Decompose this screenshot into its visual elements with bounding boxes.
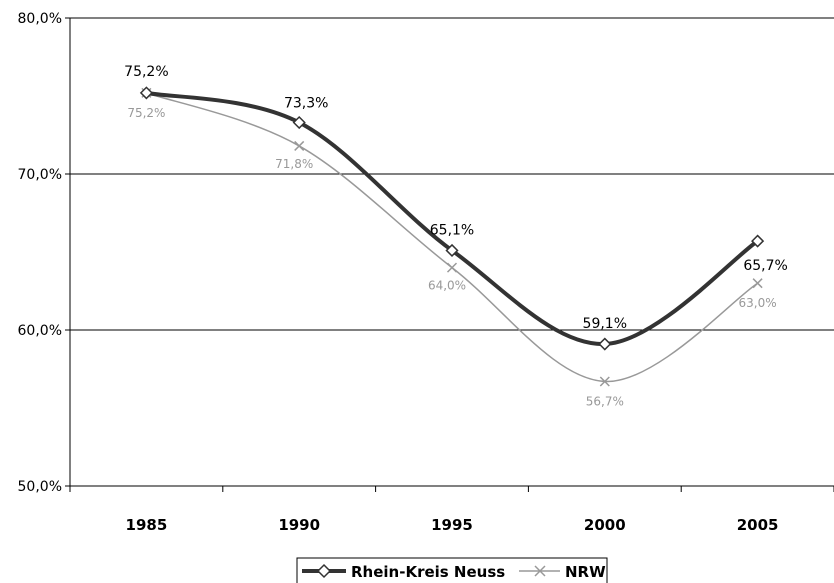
marker-rhein-kreis-neuss [139,86,153,100]
y-tick-label: 50,0% [18,479,62,495]
data-label-rhein-kreis-neuss: 65,1% [430,222,474,238]
data-label-rhein-kreis-neuss: 73,3% [284,96,328,112]
y-tick-label: 60,0% [18,323,62,339]
x-tick-label: 1985 [126,516,168,534]
data-label-nrw: 56,7% [586,394,624,408]
data-label-nrw: 63,0% [739,296,777,310]
legend-label-rhein-kreis-neuss: Rhein-Kreis Neuss [351,563,505,581]
x-axis-tick-labels: 1985 1990 1995 2000 2005 [126,516,779,534]
y-tick-label: 70,0% [18,167,62,183]
legend-x-icon [534,565,546,577]
legend-label-nrw: NRW [565,563,606,581]
data-label-nrw: 75,2% [127,106,165,120]
data-label-rhein-kreis-neuss: 65,7% [743,258,787,274]
y-axis-tick-labels: 50,0% 60,0% 70,0% 80,0% [18,11,62,495]
series-lines [139,86,765,387]
x-tick-label: 2000 [584,516,626,534]
marker-nrw [446,262,458,273]
legend: Rhein-Kreis Neuss NRW [296,557,608,583]
data-label-rhein-kreis-neuss: 59,1% [583,316,627,332]
grid-lines [70,17,834,331]
data-label-nrw: 64,0% [428,279,466,293]
data-label-nrw: 71,8% [275,157,313,171]
y-tick-label: 80,0% [18,11,62,27]
legend-item-rhein-kreis-neuss: Rhein-Kreis Neuss [302,563,505,581]
marker-nrw [294,140,305,151]
marker-rhein-kreis-neuss [445,243,459,258]
marker-nrw [599,376,610,387]
axes [65,17,834,492]
x-tick-label: 2005 [737,516,779,534]
legend-diamond-icon [316,563,332,579]
marker-rhein-kreis-neuss [598,337,612,351]
legend-item-nrw: NRW [519,563,606,581]
marker-rhein-kreis-neuss [751,234,765,248]
data-label-rhein-kreis-neuss: 75,2% [124,64,168,80]
series-line-rhein-kreis-neuss [144,90,760,347]
marker-rhein-kreis-neuss [292,115,306,130]
marker-nrw [752,278,763,289]
x-tick-label: 1995 [431,516,473,534]
x-tick-label: 1990 [278,516,320,534]
data-labels: 75,2% 73,3% 65,1% 59,1% 65,7% 75,2% 71,8% 64,0%… [124,64,788,409]
